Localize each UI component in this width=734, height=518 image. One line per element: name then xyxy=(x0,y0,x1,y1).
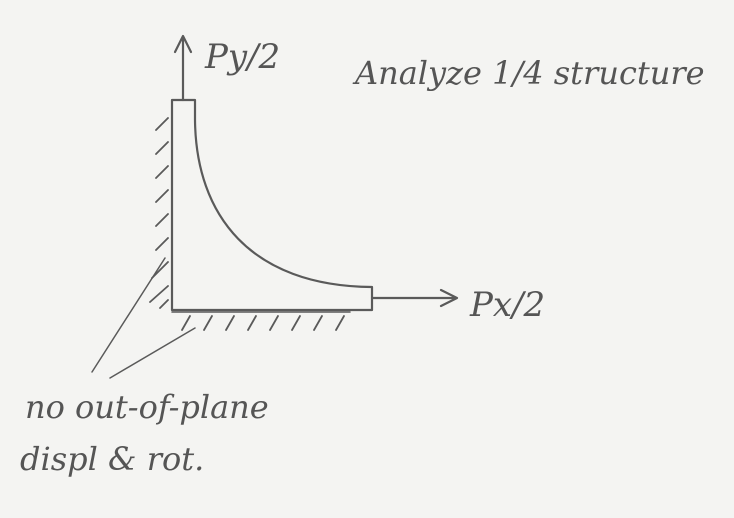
load-py: Py/2 xyxy=(204,37,280,77)
load-px: Px/2 xyxy=(469,285,545,325)
bc-line-1: no out-of-plane xyxy=(25,388,269,426)
page: Py/2 Px/2 Analyze 1/4 structure no out-o… xyxy=(0,0,734,518)
sketch: Py/2 Px/2 Analyze 1/4 structure no out-o… xyxy=(0,0,734,518)
note: Analyze 1/4 structure xyxy=(352,54,705,92)
bc-line-2: displ & rot. xyxy=(20,440,204,478)
